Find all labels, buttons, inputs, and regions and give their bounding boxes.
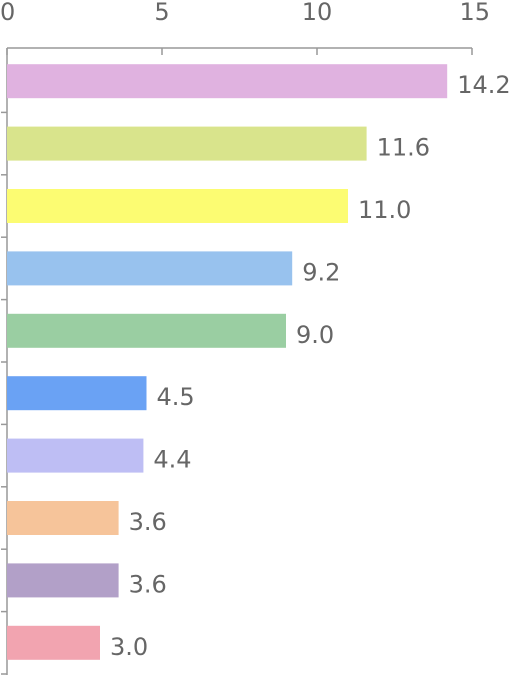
value-label: 9.0 [296,321,334,349]
value-label: 3.0 [110,633,148,661]
bar [7,251,293,286]
value-label: 4.4 [153,446,191,474]
bar [7,189,348,223]
value-label: 11.0 [358,196,411,224]
bar [7,501,119,535]
x-tick-label: 15 [459,0,490,26]
x-tick-label: 0 [0,0,15,26]
value-label: 3.6 [129,570,167,598]
x-tick-label: 10 [302,0,333,26]
bar [7,563,119,598]
bar [7,64,448,99]
value-label: 9.2 [302,258,340,286]
bar [7,126,367,161]
value-label: 3.6 [129,508,167,536]
bar [7,625,100,660]
value-label: 4.5 [157,383,195,411]
x-tick-label: 5 [154,0,169,26]
value-label: 14.2 [457,71,510,99]
bar [7,438,144,473]
bar [7,376,147,411]
value-label: 11.6 [377,134,430,162]
bar [7,313,286,348]
